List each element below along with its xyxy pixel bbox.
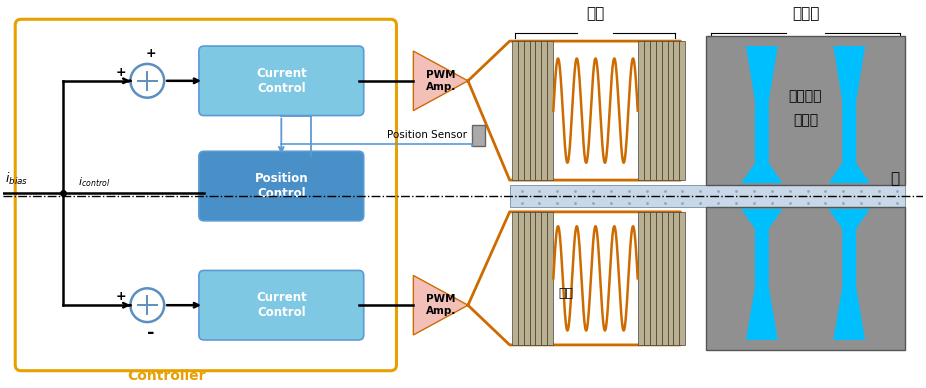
Bar bbox=[509, 185, 905, 207]
Text: Controller: Controller bbox=[128, 369, 206, 383]
Text: Current
Control: Current Control bbox=[256, 291, 307, 319]
Polygon shape bbox=[829, 46, 870, 183]
FancyBboxPatch shape bbox=[199, 270, 364, 340]
Bar bbox=[512, 41, 554, 180]
Text: Position Sensor: Position Sensor bbox=[387, 130, 467, 140]
Text: 코일: 코일 bbox=[586, 6, 604, 21]
Text: Position
Control: Position Control bbox=[255, 172, 308, 200]
FancyBboxPatch shape bbox=[199, 46, 364, 116]
Bar bbox=[638, 212, 685, 345]
Text: 공기정압: 공기정압 bbox=[789, 89, 822, 103]
Bar bbox=[512, 212, 554, 345]
Text: PWM
Amp.: PWM Amp. bbox=[425, 70, 456, 92]
Text: Current
Control: Current Control bbox=[256, 67, 307, 95]
Text: $i_{bias}$: $i_{bias}$ bbox=[6, 171, 29, 187]
Bar bbox=[638, 41, 685, 180]
Polygon shape bbox=[741, 209, 782, 340]
Text: PWM
Amp.: PWM Amp. bbox=[425, 294, 456, 316]
Bar bbox=[707, 207, 905, 350]
Bar bbox=[707, 36, 905, 185]
FancyBboxPatch shape bbox=[199, 151, 364, 221]
Text: +: + bbox=[145, 47, 156, 59]
Text: +: + bbox=[115, 66, 126, 79]
Polygon shape bbox=[829, 209, 870, 340]
Text: $i_{control}$: $i_{control}$ bbox=[78, 175, 110, 189]
Polygon shape bbox=[413, 51, 468, 111]
Text: +: + bbox=[115, 290, 126, 303]
Text: 코어: 코어 bbox=[558, 287, 573, 300]
Text: 축: 축 bbox=[891, 171, 900, 186]
Bar bbox=[472, 125, 485, 146]
Polygon shape bbox=[413, 275, 468, 335]
Text: -: - bbox=[147, 324, 155, 342]
Text: 급기공: 급기공 bbox=[792, 6, 820, 21]
Text: 베어링: 베어링 bbox=[793, 114, 818, 128]
Polygon shape bbox=[741, 46, 782, 183]
